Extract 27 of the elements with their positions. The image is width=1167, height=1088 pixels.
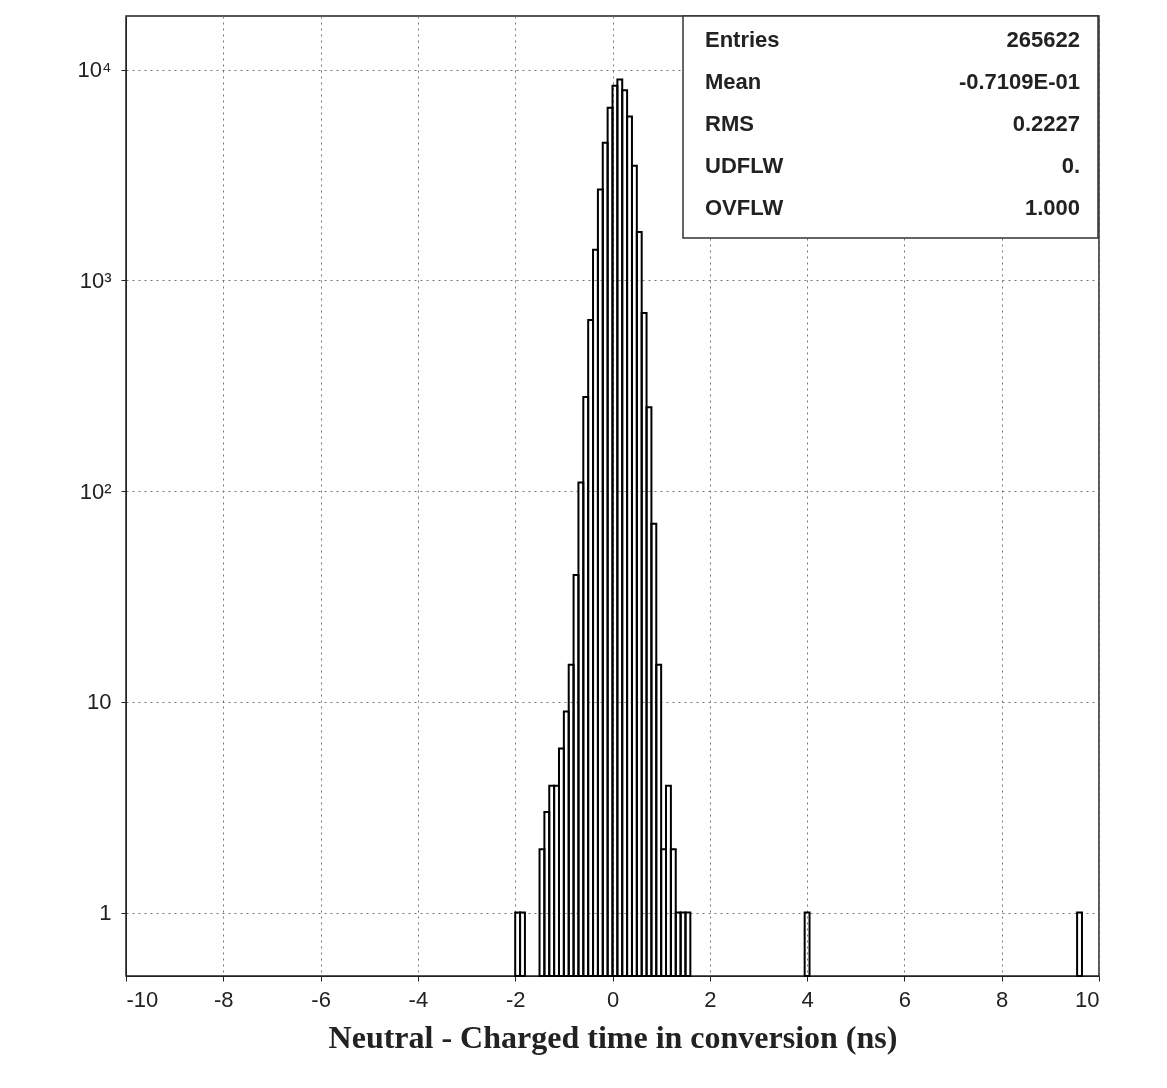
annotation: 0.2227: [1012, 111, 1080, 136]
annotation: -0.7109E-01: [958, 69, 1080, 94]
x-tick-label: 10: [1075, 986, 1100, 1012]
x-tick-label: -10: [126, 986, 159, 1012]
x-axis-title: Neutral - Charged time in conversion (ns): [328, 1018, 898, 1055]
y-tick-label: 10: [87, 689, 112, 715]
annotation: Entries: [705, 27, 780, 52]
y-tick-label: 10²: [79, 478, 112, 504]
annotation: Mean: [705, 69, 762, 94]
x-tick-label: 2: [704, 986, 717, 1012]
x-tick-label: -6: [311, 986, 331, 1012]
annotation: 1.000: [1024, 195, 1080, 220]
annotation: OVFLW: [705, 195, 784, 220]
x-tick-label: 0: [606, 986, 620, 1012]
x-tick-label: -8: [214, 986, 234, 1012]
annotation: UDFLW: [705, 153, 784, 178]
x-tick-label: 8: [996, 986, 1009, 1012]
annotation: 0.: [1061, 153, 1080, 178]
y-tick-label: 1: [99, 900, 112, 926]
y-tick-label: 10³: [79, 267, 112, 293]
x-tick-label: 4: [801, 986, 814, 1012]
x-tick-label: -2: [505, 986, 526, 1012]
annotation: 265622: [1006, 27, 1080, 52]
x-tick-label: 6: [898, 986, 912, 1012]
y-tick-label: 10⁴: [77, 57, 112, 83]
annotation: RMS: [705, 111, 754, 136]
x-tick-label: -4: [408, 986, 429, 1012]
